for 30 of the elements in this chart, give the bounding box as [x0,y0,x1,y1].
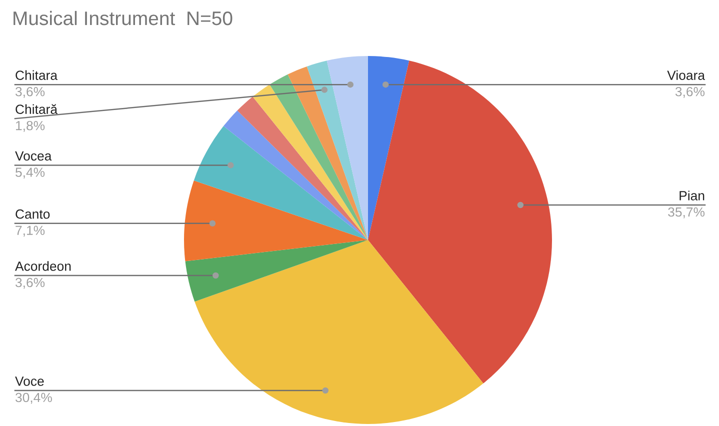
pie-slice [368,56,410,240]
pie-slice [252,84,368,240]
chart-title: Musical Instrument N=50 [14,10,232,26]
pie-slice [368,60,552,384]
pie-slice [224,110,368,240]
pie-slice [270,74,368,240]
slice-label: Vocea [15,151,52,161]
pie-slice [288,66,368,240]
pie-slice [184,180,368,262]
data-label: 5,4% [16,168,45,178]
slice-label: Chitară [16,104,58,114]
data-label: 3,6% [675,86,705,98]
pie-slice [237,96,368,240]
data-label: 35,7% [668,207,705,218]
slice-label: Acordeon [15,261,71,271]
data-label: 30,4% [16,392,52,404]
data-label: 7,1% [16,226,45,237]
slice-label: Chitara [16,70,58,80]
slice-label: Vioara [667,70,705,80]
pie-slice [185,240,368,302]
slice-label: Canto [16,209,50,219]
pie-slice [306,60,368,240]
data-label: 1,8% [16,120,45,132]
pie-slice [326,56,368,240]
slice-label: Pian [680,190,704,200]
data-label: 3,6% [16,278,45,289]
pie-slice [194,240,484,424]
pie-slice [194,126,368,240]
data-label: 3,6% [16,86,45,98]
slice-label: Voce [15,376,44,386]
